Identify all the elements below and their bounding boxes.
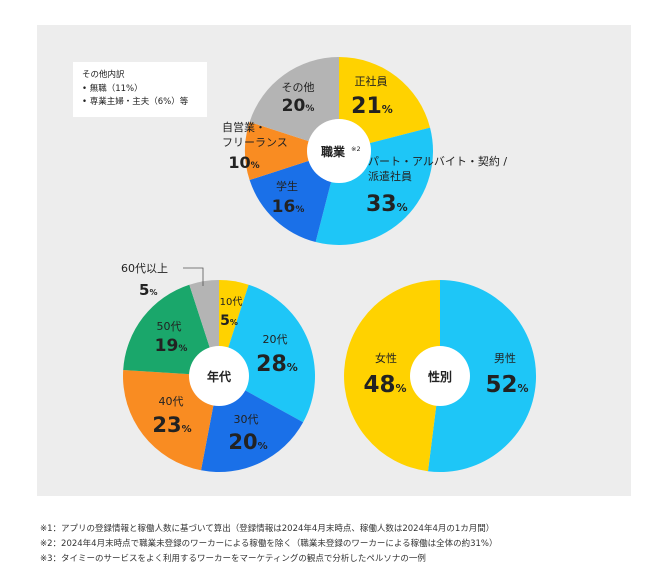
pie-slice xyxy=(344,280,440,472)
other-breakdown-note: その他内訳 • 無職（11%） • 専業主婦・主夫（6%）等 xyxy=(73,62,207,117)
slice-value: 33% xyxy=(366,192,408,217)
slice-value: 16% xyxy=(272,197,305,217)
slice-label: その他 xyxy=(282,81,315,94)
pie-slice xyxy=(244,121,339,181)
slice-value: 10% xyxy=(228,153,259,172)
slice-value: 23% xyxy=(152,413,191,437)
slice-value: 20% xyxy=(228,430,267,454)
pie-slice xyxy=(339,57,431,151)
slice-label: 20代 xyxy=(263,333,288,346)
gender-donut: 性別 男性 52% 女性 48% xyxy=(344,280,537,472)
slice-value: 20% xyxy=(282,96,315,116)
footnotes: ※1：アプリの登録情報と稼働人数に基づいて算出（登録情報は2024年4月末時点、… xyxy=(40,522,497,567)
slice-label: 派遣社員 xyxy=(368,169,412,183)
slice-label: フリーランス xyxy=(222,136,288,149)
occupation-donut-hole xyxy=(307,119,371,183)
note-item: • 無職（11%） xyxy=(82,83,143,94)
age-donut-hole xyxy=(189,346,249,406)
slice-label: 学生 xyxy=(276,179,298,193)
occupation-donut: 職業 ※2 正社員 21% パート・アルバイト・契約 / 派遣社員 33% 学生… xyxy=(222,57,507,246)
slice-label: 男性 xyxy=(494,351,516,365)
callout-line xyxy=(183,267,204,286)
slice-value: 5% xyxy=(220,313,238,329)
gender-center-label: 性別 xyxy=(427,369,452,384)
occupation-center-sup: ※2 xyxy=(351,145,361,153)
slice-label: 10代 xyxy=(220,296,243,308)
occupation-center-label: 職業 xyxy=(321,144,346,159)
note-title: その他内訳 xyxy=(82,70,125,80)
slice-label: 女性 xyxy=(375,351,397,365)
age-donut: 年代 10代 5% 20代 28% 30代 20% 40代 23% 50代 19… xyxy=(121,262,316,473)
pie-slice xyxy=(427,280,537,472)
note-item: • 専業主婦・主夫（6%）等 xyxy=(82,97,189,107)
age-center-label: 年代 xyxy=(207,369,231,384)
pie-slice xyxy=(249,57,339,151)
footnote: ※2：2024年4月末時点で職業未登録のワーカーによる稼働を除く（職業未登録のワ… xyxy=(40,539,498,549)
footnote: ※1：アプリの登録情報と稼働人数に基づいて算出（登録情報は2024年4月末時点、… xyxy=(40,524,495,534)
pie-slice xyxy=(123,369,219,471)
pie-slice xyxy=(123,284,219,376)
gender-donut-hole xyxy=(410,346,470,406)
slice-label: 50代 xyxy=(157,320,182,333)
charts-canvas: 職業 ※2 正社員 21% パート・アルバイト・契約 / 派遣社員 33% 学生… xyxy=(121,57,537,473)
slice-value: 28% xyxy=(256,352,298,377)
slice-label: 正社員 xyxy=(355,74,388,88)
slice-value: 52% xyxy=(485,372,528,398)
slice-value: 19% xyxy=(155,336,188,356)
slice-value: 48% xyxy=(363,372,406,398)
slice-value: 21% xyxy=(351,94,393,119)
slice-label: 自営業・ xyxy=(222,120,266,134)
slice-label: パート・アルバイト・契約 / xyxy=(368,154,507,168)
slice-label: 40代 xyxy=(159,395,184,408)
slice-label: 60代以上 xyxy=(121,262,168,275)
footnote: ※3：タイミーのサービスをよく利用するワーカーをマーケティングの観点で分析したペ… xyxy=(40,554,426,564)
slice-value: 5% xyxy=(139,281,157,299)
slice-label: 30代 xyxy=(234,413,259,426)
